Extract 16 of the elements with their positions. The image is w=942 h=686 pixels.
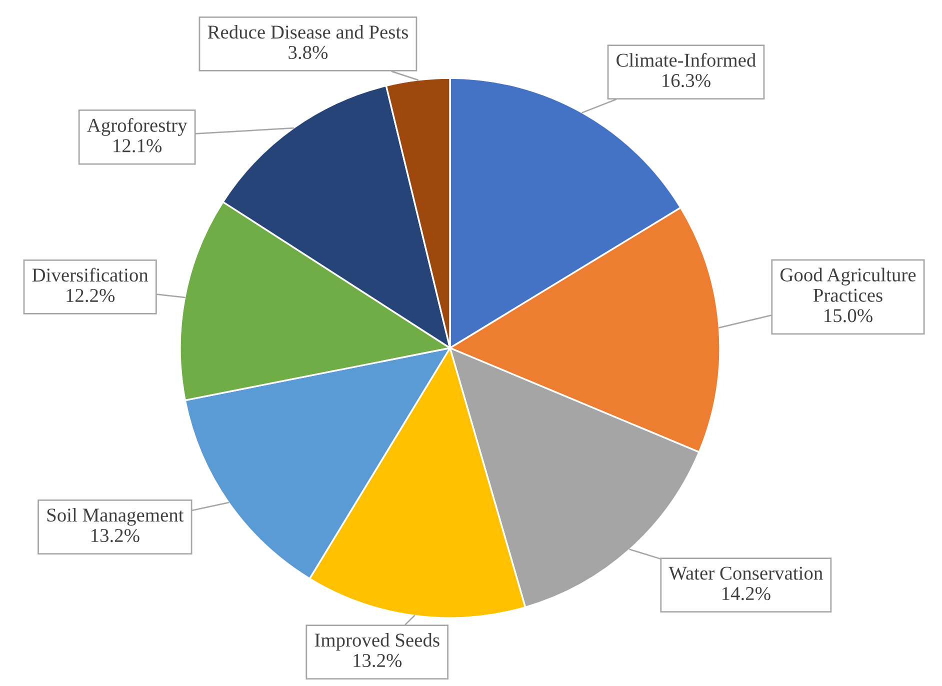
slice-label: Agroforestry bbox=[87, 118, 188, 136]
data-label: 14.2% bbox=[722, 586, 770, 600]
data-label: 13.2% bbox=[354, 654, 402, 668]
slice-label: Reduce Disease and Pests bbox=[208, 24, 408, 39]
data-label: 15.0% bbox=[824, 309, 872, 322]
data-label: 16.3% bbox=[662, 74, 710, 88]
slice-label: Good Agriculture Practices bbox=[780, 268, 916, 302]
data-label: 13.2% bbox=[92, 528, 140, 542]
data-label: 12.1% bbox=[114, 139, 162, 152]
slice-label: Improved Seeds bbox=[314, 633, 440, 651]
slice-label: Climate-Informed bbox=[616, 52, 756, 67]
slice-label: Water Conservation bbox=[668, 566, 823, 580]
data-label: 3.8% bbox=[288, 46, 328, 60]
slice-label: Soil Management bbox=[47, 508, 184, 526]
data-label: 12.2% bbox=[66, 288, 115, 302]
slice-label: Diversification bbox=[32, 268, 148, 282]
